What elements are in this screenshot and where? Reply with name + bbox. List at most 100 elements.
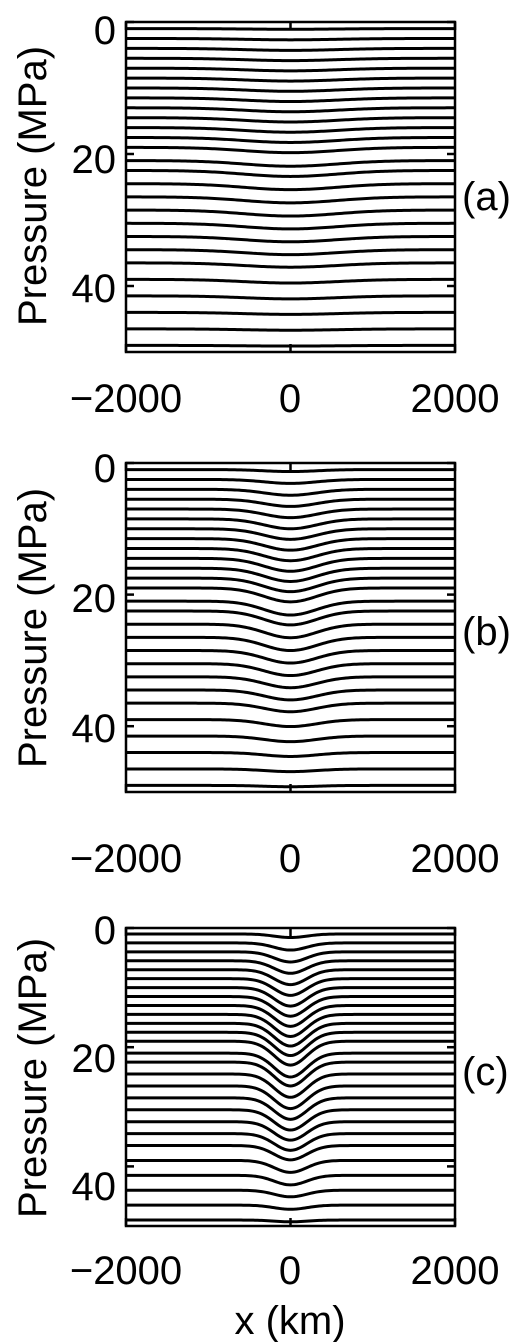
series-line <box>126 556 455 573</box>
series-line <box>126 941 455 952</box>
y-axis-label: Pressure (MPa) <box>11 488 55 768</box>
series-line <box>126 477 455 485</box>
panel-c: Pressure (MPa) (c) 0 20 40 −2000 0 2000 … <box>11 909 509 1342</box>
series-line <box>126 327 455 332</box>
series-line <box>126 96 455 104</box>
series-line <box>126 537 455 552</box>
series-line <box>126 527 455 541</box>
y-axis-label: Pressure (MPa) <box>11 938 55 1218</box>
series-line <box>126 1021 455 1048</box>
series-line <box>126 76 455 83</box>
y-tick-label: 20 <box>72 577 117 621</box>
y-tick-label: 20 <box>72 138 117 182</box>
x-tick-label: 2000 <box>411 837 500 881</box>
series-line <box>126 182 455 192</box>
series-line <box>126 159 455 168</box>
series-line <box>126 221 455 231</box>
x-tick-label: 2000 <box>411 377 500 421</box>
series-line <box>126 649 455 665</box>
panel-background <box>0 0 520 440</box>
y-tick-label: 40 <box>72 267 117 311</box>
series-line <box>126 1060 455 1088</box>
series-line <box>126 310 455 316</box>
series-line <box>126 622 455 640</box>
series-line <box>126 586 455 604</box>
series-line <box>126 688 455 702</box>
series-line <box>125 56 456 63</box>
series-line <box>126 116 455 124</box>
series-line <box>126 37 455 42</box>
series-line <box>126 1132 455 1152</box>
y-tick-label: 40 <box>72 707 117 751</box>
series-line <box>126 662 455 678</box>
series-line <box>126 767 455 774</box>
x-tick-label: −2000 <box>70 837 182 881</box>
series-line <box>126 1072 455 1099</box>
y-tick-label: 20 <box>72 1037 117 1081</box>
series-line <box>126 1003 455 1028</box>
series-line <box>126 468 455 474</box>
x-tick-label: 0 <box>279 1249 301 1293</box>
series-line <box>126 487 455 497</box>
series-line <box>126 1158 455 1174</box>
series-line <box>126 294 455 301</box>
series-line <box>126 497 455 508</box>
x-tick-label: −2000 <box>70 1249 182 1293</box>
series-line <box>126 576 455 594</box>
series-line <box>126 106 455 114</box>
series-line <box>126 1039 455 1067</box>
x-tick-label: −2000 <box>70 377 182 421</box>
panel-label: (a) <box>462 175 511 219</box>
series-line <box>126 675 455 690</box>
panel-label: (c) <box>462 1050 509 1094</box>
x-tick-label: 0 <box>279 377 301 421</box>
series-line <box>126 86 455 93</box>
series-line <box>126 1188 455 1199</box>
y-tick-label: 40 <box>72 1165 117 1209</box>
series-line <box>126 1173 455 1187</box>
series-line <box>126 547 455 563</box>
series-line <box>126 1144 455 1162</box>
series-line <box>126 995 455 1018</box>
series-line <box>126 145 455 155</box>
series-line <box>126 248 455 257</box>
series-line <box>126 169 455 178</box>
series-line <box>126 1030 455 1058</box>
series-line <box>126 46 455 52</box>
panel-label: (b) <box>462 610 511 654</box>
series-line <box>126 1120 455 1142</box>
x-axis-label: x (km) <box>234 1299 345 1342</box>
series-line <box>126 208 455 218</box>
series-line <box>126 734 455 744</box>
x-tick-label: 0 <box>279 837 301 881</box>
y-tick-label: 0 <box>94 9 116 53</box>
series-line <box>126 195 455 205</box>
series-line <box>126 959 455 975</box>
series-line <box>126 261 455 269</box>
series-line <box>126 126 455 134</box>
series-line <box>126 635 455 653</box>
series-line <box>126 977 455 997</box>
series-line <box>126 277 455 285</box>
panel-a: Pressure (MPa) (a) 0 20 40 −2000 0 2000 <box>0 0 520 440</box>
series-line <box>126 566 455 583</box>
series-line <box>126 968 455 987</box>
series-line <box>126 718 455 729</box>
series-line <box>126 1096 455 1121</box>
panel-b: Pressure (MPa) (b) 0 20 40 −2000 0 2000 <box>11 447 511 881</box>
series-line <box>126 507 455 520</box>
series-line <box>126 1084 455 1111</box>
series-line <box>126 235 455 244</box>
series-line <box>126 517 455 531</box>
series-line <box>126 1012 455 1038</box>
y-tick-label: 0 <box>94 447 116 491</box>
series-line <box>126 950 455 964</box>
series-line <box>126 1203 455 1211</box>
series-line <box>126 1051 455 1079</box>
series-line <box>126 599 455 617</box>
series-line <box>126 932 455 940</box>
series-line <box>126 66 455 73</box>
x-tick-label: 2000 <box>411 1249 500 1293</box>
series-line <box>126 986 455 1008</box>
